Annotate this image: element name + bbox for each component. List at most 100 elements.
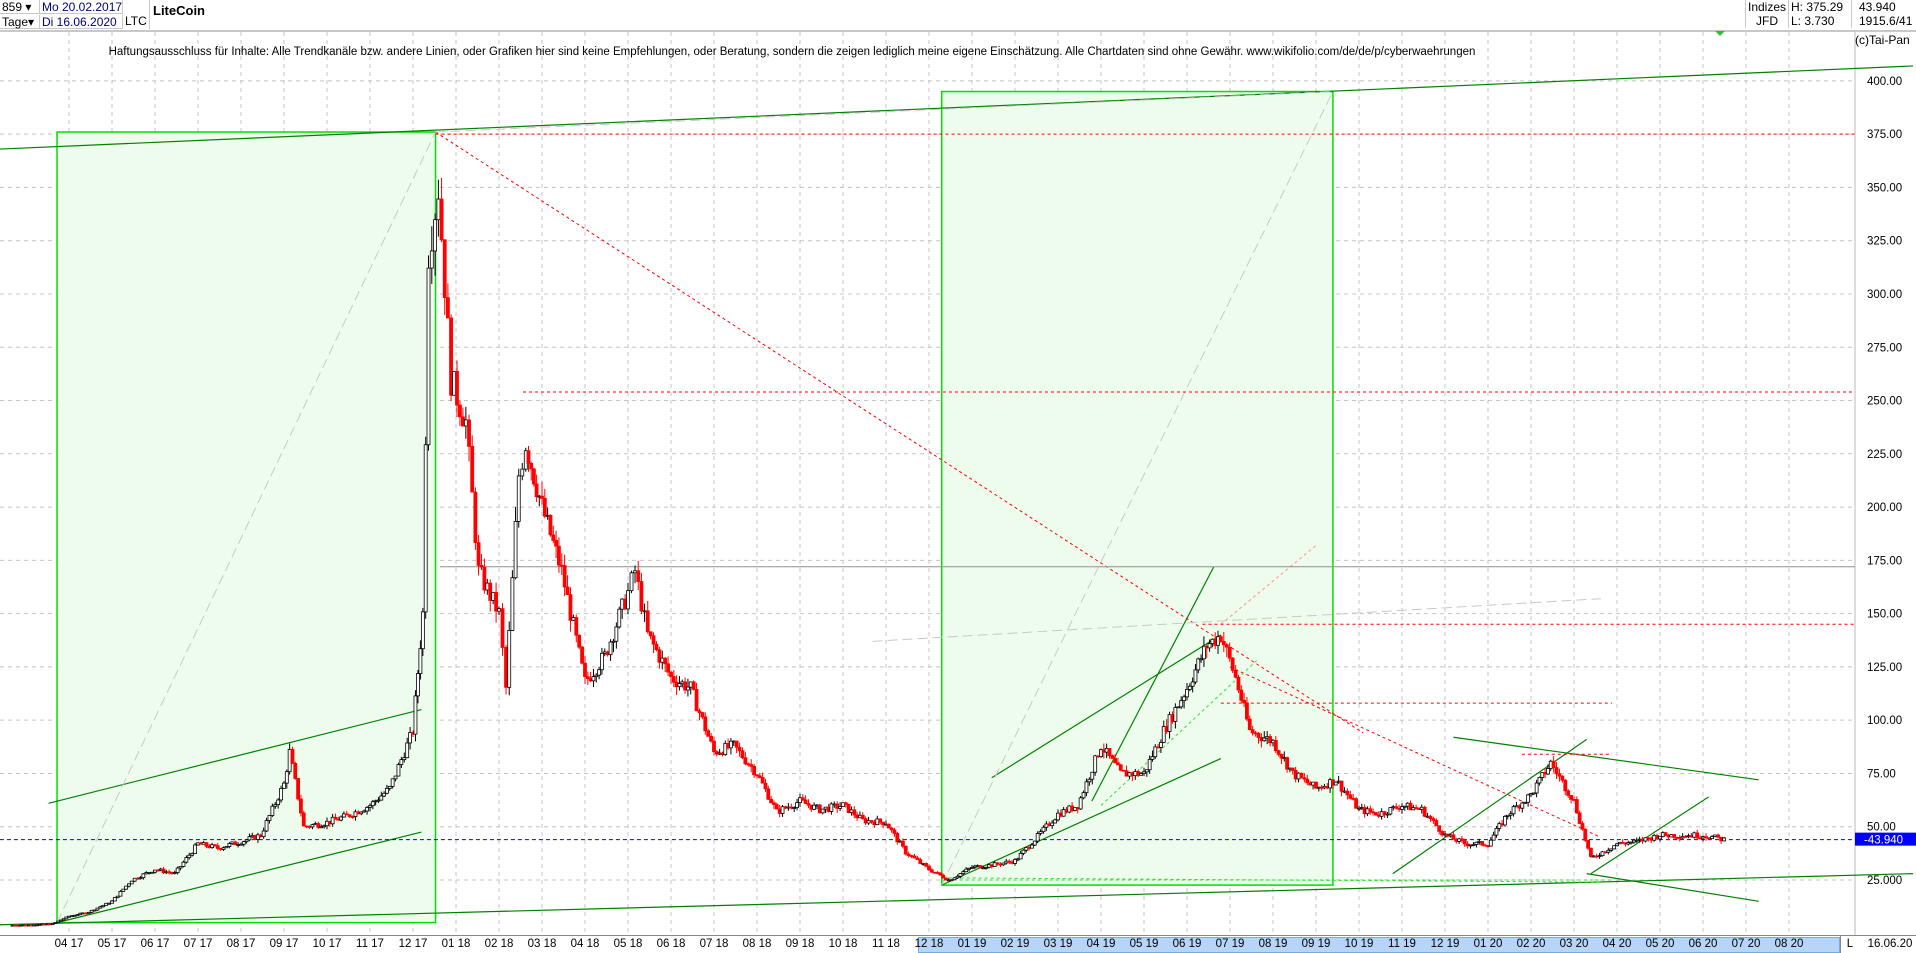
candle-body	[542, 497, 547, 517]
candle-body	[551, 534, 556, 541]
candle-body	[1600, 851, 1605, 857]
candle-body	[497, 608, 501, 612]
candle-body	[1227, 646, 1232, 659]
candle-body	[56, 920, 61, 923]
candle-body	[1557, 773, 1562, 777]
candle-body	[1167, 714, 1172, 732]
candle-body	[132, 877, 137, 882]
candle-body	[1230, 657, 1235, 671]
candle-body	[657, 649, 662, 663]
candle-body	[1382, 811, 1387, 815]
candle-body	[58, 919, 63, 922]
candle-body	[918, 859, 923, 864]
cursor-coords: 1915.6/41	[1859, 14, 1913, 28]
candle-body	[1339, 780, 1344, 792]
candle-body	[1480, 841, 1485, 846]
candle-body	[339, 816, 343, 821]
y-tick-label: 75.00	[1867, 768, 1896, 780]
candle-body	[1250, 729, 1255, 734]
candle-body	[1256, 732, 1261, 738]
candle-body	[1566, 790, 1571, 796]
trendline	[948, 877, 1601, 883]
trendline	[56, 131, 437, 923]
candle-body	[803, 799, 808, 804]
candle-body	[1348, 794, 1353, 799]
candle-body	[984, 866, 988, 869]
candle-body	[600, 652, 604, 671]
candle-body	[723, 742, 728, 756]
candle-body	[193, 844, 197, 854]
candle-body	[1015, 858, 1020, 861]
candle-body	[439, 198, 444, 241]
trendline	[1586, 873, 1759, 902]
mode-label[interactable]: L	[1846, 938, 1854, 950]
candle-body	[1053, 819, 1057, 824]
candle-body	[774, 804, 779, 810]
candle-body	[1394, 806, 1399, 809]
candle-body	[1179, 700, 1184, 708]
candle-body	[792, 807, 797, 809]
candle-body	[1207, 643, 1212, 649]
candle-body	[1202, 645, 1206, 660]
candle-body	[1695, 832, 1700, 839]
candle-body	[938, 872, 943, 876]
candle-body	[1236, 676, 1241, 691]
candle-body	[1586, 839, 1590, 849]
candle-body	[1084, 781, 1089, 794]
trendline	[0, 65, 1914, 150]
candle-body	[1161, 726, 1166, 743]
period-select[interactable]: Tage▾	[0, 15, 40, 29]
bar-count-select[interactable]: 859 ▾	[0, 0, 40, 14]
high-value: H: 375.29	[1789, 0, 1852, 14]
candle-body	[1032, 840, 1037, 846]
candle-body	[1431, 818, 1436, 821]
candle-body	[215, 845, 220, 849]
date-to[interactable]: Di 16.06.2020	[40, 15, 123, 29]
candle-body	[1663, 832, 1668, 836]
x-tick-label: 02 20	[1516, 938, 1546, 950]
x-axis[interactable]: L 16.06.20 04 17 05 17 06 17 07 17 08 17 09 1…	[0, 935, 1916, 953]
x-tick-label: 05 18	[613, 938, 643, 950]
low-value: L: 3.730	[1789, 14, 1852, 28]
candle-body	[370, 801, 375, 807]
candle-body	[1609, 848, 1614, 851]
candle-body	[227, 843, 232, 847]
price-chart[interactable]: 400.00 375.00 350.00 325.00 300.00 275.00 250.…	[0, 32, 1916, 935]
candle-body	[101, 904, 106, 908]
candle-body	[895, 833, 900, 843]
candle-body	[1030, 844, 1034, 849]
candle-body	[393, 775, 398, 780]
candle-body	[703, 716, 708, 732]
candle-body	[382, 792, 386, 797]
candle-body	[110, 900, 114, 904]
y-tick-label: 350.00	[1867, 182, 1902, 194]
candle-body	[1408, 802, 1413, 811]
x-tick-label: 09 17	[269, 938, 299, 950]
x-tick-label: 10 19	[1344, 938, 1374, 950]
candle-body	[1503, 815, 1507, 826]
candle-body	[455, 371, 459, 406]
candle-body	[1176, 706, 1181, 709]
candle-body	[494, 592, 498, 612]
candle-body	[1113, 757, 1117, 764]
candle-body	[1520, 802, 1525, 809]
candle-body	[1534, 782, 1539, 794]
candle-body	[1199, 658, 1203, 661]
x-tick-label: 04 17	[54, 938, 84, 950]
candle-body	[1643, 837, 1648, 842]
candle-body	[368, 805, 372, 808]
candle-body	[1153, 746, 1158, 758]
candle-body	[829, 803, 834, 812]
candle-body	[1061, 809, 1066, 817]
candle-body	[683, 681, 687, 691]
candle-body	[709, 735, 713, 742]
date-from[interactable]: Mo 20.02.2017	[40, 0, 123, 14]
candle-body	[516, 475, 521, 522]
candle-body	[247, 836, 252, 841]
candle-body	[927, 865, 931, 871]
candle-body	[264, 820, 269, 832]
candle-body	[639, 581, 644, 612]
candle-body	[955, 875, 960, 879]
candle-body	[1144, 769, 1149, 773]
candle-body	[1221, 640, 1226, 646]
